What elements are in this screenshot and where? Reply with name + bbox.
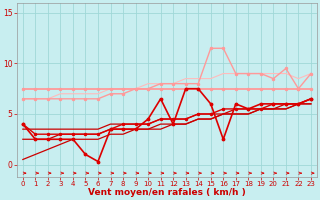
- X-axis label: Vent moyen/en rafales ( km/h ): Vent moyen/en rafales ( km/h ): [88, 188, 246, 197]
